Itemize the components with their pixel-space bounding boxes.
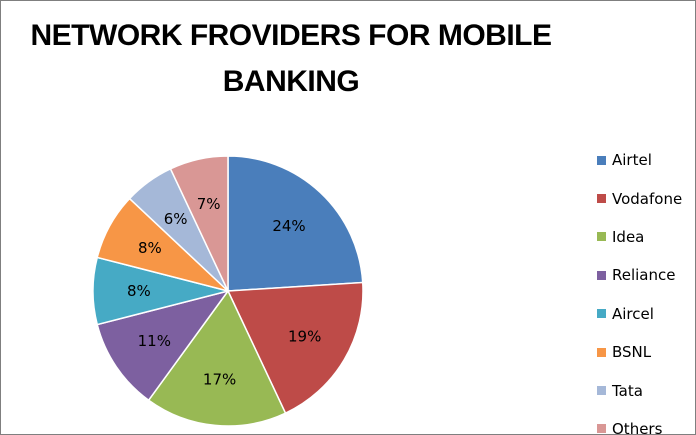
pie-slice-idea <box>147 289 287 427</box>
legend-item-idea: Idea <box>597 218 695 256</box>
legend-item-reliance: Reliance <box>597 256 695 294</box>
data-label-reliance: 11% <box>138 332 171 350</box>
pie-slice-others <box>169 155 229 292</box>
data-label-others: 7% <box>197 195 221 213</box>
legend-swatch <box>597 232 606 242</box>
data-label-idea: 17% <box>203 371 236 389</box>
legend-label: Aircel <box>612 304 654 323</box>
legend-item-vodafone: Vodafone <box>597 179 695 217</box>
legend-item-tata: Tata <box>597 371 695 409</box>
legend-swatch <box>597 270 606 280</box>
pie-slice-reliance <box>96 289 230 402</box>
chart-title: NETWORK FROVIDERS FOR MOBILE BANKING <box>30 19 553 98</box>
data-label-vodafone: 19% <box>288 327 321 345</box>
legend-swatch <box>597 386 606 396</box>
legend-item-airtel: Airtel <box>597 141 695 179</box>
legend-item-bsnl: BSNL <box>597 333 695 371</box>
pie-slice-airtel <box>227 155 364 292</box>
legend-item-others: Others <box>597 410 695 435</box>
data-label-aircel: 8% <box>127 282 151 300</box>
legend-label: Idea <box>612 227 645 246</box>
pie-slice-vodafone <box>226 281 364 415</box>
legend-swatch <box>597 347 606 357</box>
legend-label: BSNL <box>612 343 652 362</box>
chart-legend: Airtel Vodafone Idea Reliance Aircel BSNL Tata… <box>597 141 695 435</box>
legend-label: Reliance <box>612 266 676 285</box>
legend-swatch <box>597 309 606 319</box>
legend-label: Airtel <box>612 151 652 170</box>
legend-label: Tata <box>612 381 643 400</box>
data-label-bsnl: 8% <box>138 239 162 257</box>
legend-swatch <box>597 194 606 204</box>
legend-item-aircel: Aircel <box>597 295 695 333</box>
legend-swatch <box>597 155 606 165</box>
legend-label: Vodafone <box>612 189 683 208</box>
data-label-tata: 6% <box>164 210 188 228</box>
legend-swatch <box>597 424 606 434</box>
data-label-airtel: 24% <box>272 217 305 235</box>
legend-label: Others <box>612 419 663 435</box>
